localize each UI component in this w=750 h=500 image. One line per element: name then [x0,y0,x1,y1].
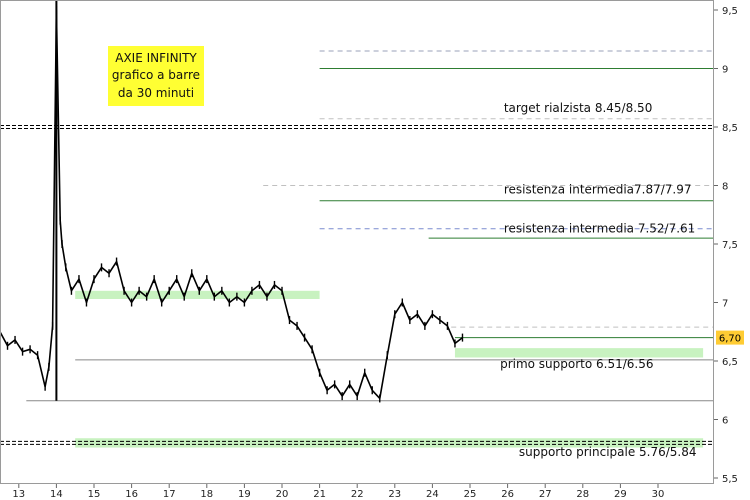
x-tick-label-0: 13 [12,489,25,500]
x-tick-label-6: 19 [238,489,251,500]
current-price-tag-background [716,330,744,345]
current-price-label: 6,70 [719,334,741,345]
y-tick-label-3: 8 [722,182,728,193]
x-tick-label-8: 21 [313,489,326,500]
x-tick-label-5: 18 [200,489,213,500]
x-axis-panel [0,484,750,500]
x-tick-label-12: 25 [464,489,477,500]
y-axis-panel [714,0,750,484]
y-tick-label-6: 6,5 [722,357,738,368]
title-line-3: da 30 minuti [118,86,194,100]
y-tick-label-5: 7 [722,299,728,310]
annotation-3: primo supporto 6.51/6.56 [500,357,653,371]
x-tick-label-15: 28 [576,489,589,500]
x-tick-label-11: 24 [426,489,439,500]
title-line-1: AXIE INFINITY [115,51,197,65]
x-tick-label-1: 14 [50,489,63,500]
x-axis: 13 14 15 16 17 18 19 20 21 22 23 24 25 26 27 28 29 30 [12,484,664,500]
y-tick-label-1: 9 [722,65,728,76]
zone-1 [454,348,704,358]
annotations-layer: target rialzista 8.45/8.50 resistenza int… [500,101,696,459]
series-layer [0,0,464,403]
title-line-2: grafico a barre [112,68,200,82]
zone-2 [75,438,704,448]
x-tick-label-10: 23 [388,489,401,500]
x-tick-label-2: 15 [88,489,101,500]
x-tick-label-17: 30 [652,489,665,500]
y-tick-label-2: 8,5 [722,123,738,134]
x-tick-label-9: 22 [351,489,364,500]
zones-layer [75,290,704,448]
zone-0 [75,290,320,299]
x-tick-label-3: 16 [125,489,138,500]
annotation-0: target rialzista 8.45/8.50 [504,101,652,115]
annotation-1: resistenza intermedia7.87/7.97 [504,183,692,197]
y-tick-label-8: 5,5 [722,474,738,485]
x-tick-label-14: 27 [539,489,552,500]
annotation-2: resistenza intermedia 7.52/7.61 [504,221,695,235]
levels-layer [0,50,714,445]
y-tick-label-7: 6 [722,416,728,427]
x-tick-label-4: 17 [163,489,176,500]
y-tick-label-0: 9,5 [722,6,738,17]
title-box: AXIE INFINITY grafico a barre da 30 minu… [108,46,204,106]
title-box-background [108,46,204,106]
plot-frame [0,0,714,484]
x-tick-label-7: 20 [276,489,289,500]
annotation-4: supporto principale 5.76/5.84 [519,445,697,459]
x-tick-label-16: 29 [614,489,627,500]
y-axis: 9,5 9 8,5 8 7,5 7 6,5 6 5,5 [714,6,738,485]
y-tick-label-4: 7,5 [722,240,738,251]
x-tick-label-13: 26 [501,489,514,500]
current-price-tag: 6,70 [716,330,744,345]
